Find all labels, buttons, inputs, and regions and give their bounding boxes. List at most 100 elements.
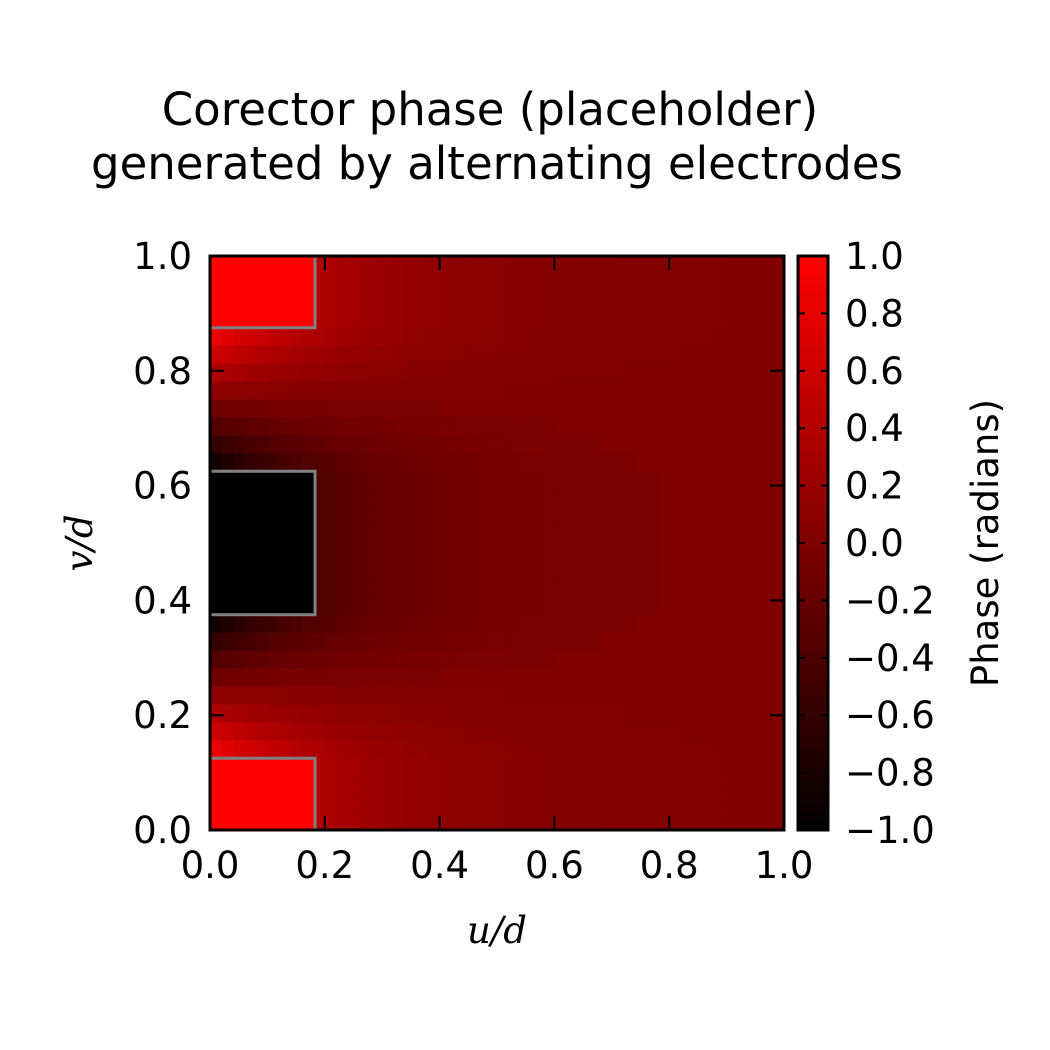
heatmap-cell — [221, 381, 234, 401]
heatmap-cell — [324, 632, 337, 652]
heatmap-cell — [531, 471, 544, 490]
heatmap-cell — [508, 309, 521, 329]
heatmap-cell — [692, 740, 705, 759]
heatmap-cell — [715, 794, 728, 813]
heatmap-cell — [692, 489, 705, 508]
heatmap-cell — [657, 399, 670, 419]
heatmap-cell — [347, 399, 360, 419]
heatmap-cell — [255, 614, 268, 634]
heatmap-cell — [451, 704, 464, 723]
heatmap-cell — [531, 363, 544, 383]
heatmap-cell — [290, 327, 303, 347]
heatmap-cell — [565, 327, 578, 347]
heatmap-cell — [347, 578, 360, 598]
heatmap-cell — [761, 525, 774, 544]
heatmap-cell — [519, 507, 533, 526]
heatmap-cell — [611, 525, 624, 544]
heatmap-cell — [623, 560, 636, 580]
heatmap-cell — [301, 345, 314, 365]
heatmap-cell — [646, 256, 659, 275]
heatmap-cell — [715, 363, 728, 383]
heatmap-cell — [462, 435, 475, 454]
heatmap-cell — [715, 291, 728, 311]
heatmap-cell — [600, 776, 613, 795]
heatmap-cell — [451, 417, 464, 436]
heatmap-cell — [508, 453, 521, 472]
heatmap-cell — [542, 632, 555, 652]
heatmap-cell — [680, 453, 693, 472]
heatmap-cell — [565, 596, 578, 616]
heatmap-cell — [382, 507, 395, 526]
heatmap-cell — [646, 363, 659, 383]
heatmap-cell — [577, 256, 590, 275]
heatmap-cell — [313, 417, 326, 436]
heatmap-cell — [565, 489, 578, 508]
heatmap-cell — [715, 543, 728, 562]
heatmap-cell — [623, 578, 636, 598]
heatmap-cell — [680, 417, 693, 436]
heatmap-cell — [542, 614, 555, 634]
heatmap-cell — [336, 309, 349, 329]
heatmap-cell — [474, 650, 487, 670]
heatmap-cell — [657, 650, 670, 670]
heatmap-cell — [405, 309, 418, 329]
heatmap-cell — [359, 399, 372, 419]
heatmap-cell — [749, 256, 762, 275]
heatmap-cell — [451, 812, 464, 831]
heatmap-cell — [634, 668, 647, 688]
heatmap-cell — [738, 399, 751, 419]
heatmap-cell — [519, 740, 533, 759]
heatmap-cell — [657, 686, 670, 706]
heatmap-cell — [370, 722, 383, 741]
heatmap-cell — [726, 596, 739, 616]
heatmap-cell — [382, 686, 395, 706]
heatmap-cell — [370, 668, 383, 688]
heatmap-cell — [221, 453, 234, 472]
heatmap-cell — [657, 327, 670, 347]
heatmap-cell — [565, 560, 578, 580]
heatmap-cell — [531, 812, 544, 831]
heatmap-cell — [439, 345, 452, 365]
heatmap-cell — [370, 632, 383, 652]
heatmap-cell — [577, 345, 590, 365]
heatmap-cell — [474, 291, 487, 311]
heatmap-cell — [611, 596, 624, 616]
heatmap-cell — [416, 345, 429, 365]
heatmap-cell — [646, 776, 659, 795]
heatmap-cell — [497, 489, 510, 508]
heatmap-cell — [623, 489, 636, 508]
heatmap-cell — [715, 722, 728, 741]
heatmap-cell — [623, 758, 636, 777]
heatmap-cell — [428, 453, 441, 472]
heatmap-cell — [623, 363, 636, 383]
heatmap-cell — [301, 327, 314, 347]
heatmap-cell — [749, 489, 762, 508]
heatmap-cell — [439, 435, 452, 454]
heatmap-cell — [646, 812, 659, 831]
heatmap-cell — [428, 525, 441, 544]
heatmap-cell — [462, 399, 475, 419]
heatmap-cell — [772, 327, 785, 347]
heatmap-cell — [669, 596, 682, 616]
heatmap-cell — [347, 812, 360, 831]
heatmap-cell — [772, 543, 785, 562]
heatmap-cell — [726, 507, 739, 526]
heatmap-cell — [565, 435, 578, 454]
heatmap-cell — [669, 794, 682, 813]
heatmap-cell — [588, 345, 601, 365]
heatmap-cell — [393, 722, 406, 741]
heatmap-cell — [336, 614, 349, 634]
heatmap-cell — [542, 256, 555, 275]
heatmap-cell — [600, 596, 613, 616]
heatmap-cell — [301, 686, 314, 706]
heatmap-cell — [669, 363, 682, 383]
heatmap-cell — [210, 417, 223, 436]
heatmap-cell — [600, 327, 613, 347]
heatmap-cell — [554, 489, 567, 508]
heatmap-cell — [577, 614, 590, 634]
heatmap-cell — [278, 435, 291, 454]
heatmap-cell — [347, 291, 360, 311]
heatmap-cell — [485, 543, 498, 562]
heatmap-cell — [210, 453, 223, 472]
heatmap-cell — [347, 309, 360, 329]
